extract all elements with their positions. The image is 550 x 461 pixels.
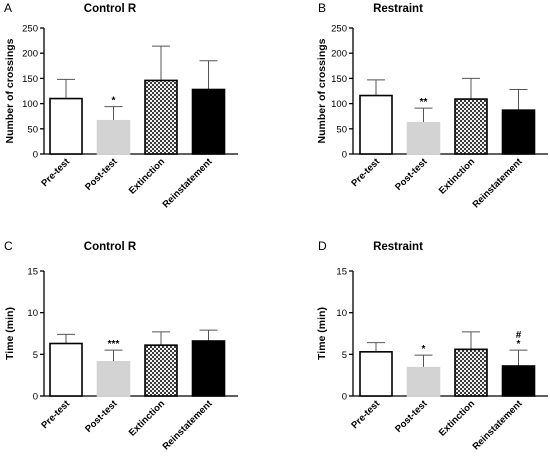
category-label: Extinction — [437, 398, 477, 438]
panel-a: A Control R Number of crossings 0 50 100 150 20… — [4, 1, 238, 210]
category-label: Pre-test — [39, 398, 72, 431]
category-label: Post-test — [393, 398, 430, 435]
y-axis-label: Time (min) — [4, 307, 16, 360]
significance-marker: # — [516, 330, 522, 341]
category-label: Reinstatement — [161, 398, 216, 453]
panel-letter: B — [318, 1, 326, 15]
y-tick-label: 10 — [336, 308, 347, 319]
bar-reinstatement — [191, 340, 226, 397]
category-label: Pre-test — [349, 398, 382, 431]
y-tick-label: 50 — [336, 124, 347, 135]
category-label: Reinstatement — [471, 156, 526, 211]
category-label: Post-test — [83, 398, 120, 435]
bar-post-test — [406, 121, 441, 155]
chart-title: Control R — [84, 3, 137, 15]
y-axis-label: Number of crossings — [4, 38, 16, 143]
panel-b: B Restraint Number of crossings 0 50 100 150 20… — [316, 1, 548, 210]
bar-pre-test — [49, 342, 83, 397]
bar-pre-test — [359, 94, 393, 155]
y-tick-label: 0 — [33, 392, 38, 403]
y-axis-label: Time (min) — [316, 307, 328, 360]
category-label: Reinstatement — [161, 156, 216, 211]
category-label: Reinstatement — [471, 398, 526, 453]
significance-marker: * — [112, 96, 116, 107]
y-tick-label: 150 — [331, 74, 347, 85]
y-tick-label: 0 — [342, 392, 347, 403]
significance-marker: ** — [420, 97, 428, 108]
bar-post-test — [96, 119, 131, 155]
y-tick-label: 50 — [27, 124, 38, 135]
panel-letter: D — [318, 239, 327, 253]
significance-marker: * — [422, 344, 426, 355]
category-label: Extinction — [127, 156, 167, 196]
category-label: Extinction — [437, 156, 477, 196]
panel-letter: A — [4, 1, 12, 15]
y-tick-label: 250 — [22, 24, 38, 35]
significance-marker: * — [517, 339, 521, 350]
y-tick-label: 15 — [27, 267, 38, 278]
y-tick-label: 10 — [27, 308, 38, 319]
category-label: Extinction — [127, 398, 167, 438]
category-label: Post-test — [393, 156, 430, 193]
y-tick-label: 200 — [22, 49, 38, 60]
y-tick-label: 250 — [331, 24, 347, 35]
y-tick-label: 15 — [336, 267, 347, 278]
panel-d: D Restraint Time (min) 0 5 10 15 Pre-test * Post-… — [316, 239, 548, 452]
chart-title: Control R — [84, 241, 137, 253]
y-tick-label: 100 — [22, 99, 38, 110]
panel-letter: C — [4, 239, 13, 253]
bar-pre-test — [359, 351, 393, 397]
bar-reinstatement — [191, 88, 226, 155]
bar-pre-test — [49, 97, 83, 155]
bar-extinction — [454, 348, 488, 397]
category-label: Post-test — [83, 156, 120, 193]
bar-extinction — [454, 98, 488, 155]
chart-title: Restraint — [373, 241, 423, 253]
y-tick-label: 5 — [342, 350, 347, 361]
bar-extinction — [144, 344, 178, 397]
category-label: Pre-test — [39, 156, 72, 189]
bar-extinction — [144, 79, 178, 155]
bar-post-test — [96, 361, 131, 397]
chart-title: Restraint — [373, 3, 423, 15]
y-tick-label: 0 — [342, 150, 347, 161]
significance-marker: *** — [108, 339, 120, 350]
bar-reinstatement — [501, 109, 536, 155]
y-tick-label: 0 — [33, 150, 38, 161]
bar-post-test — [406, 366, 441, 397]
y-tick-label: 100 — [331, 99, 347, 110]
panel-c: C Control R Time (min) 0 5 10 15 Pre-test *** Pos… — [4, 239, 238, 452]
y-tick-label: 150 — [22, 74, 38, 85]
category-label: Pre-test — [349, 156, 382, 189]
y-axis-label: Number of crossings — [316, 38, 328, 143]
y-tick-label: 200 — [331, 49, 347, 60]
bar-reinstatement — [501, 365, 536, 397]
y-tick-label: 5 — [33, 350, 38, 361]
